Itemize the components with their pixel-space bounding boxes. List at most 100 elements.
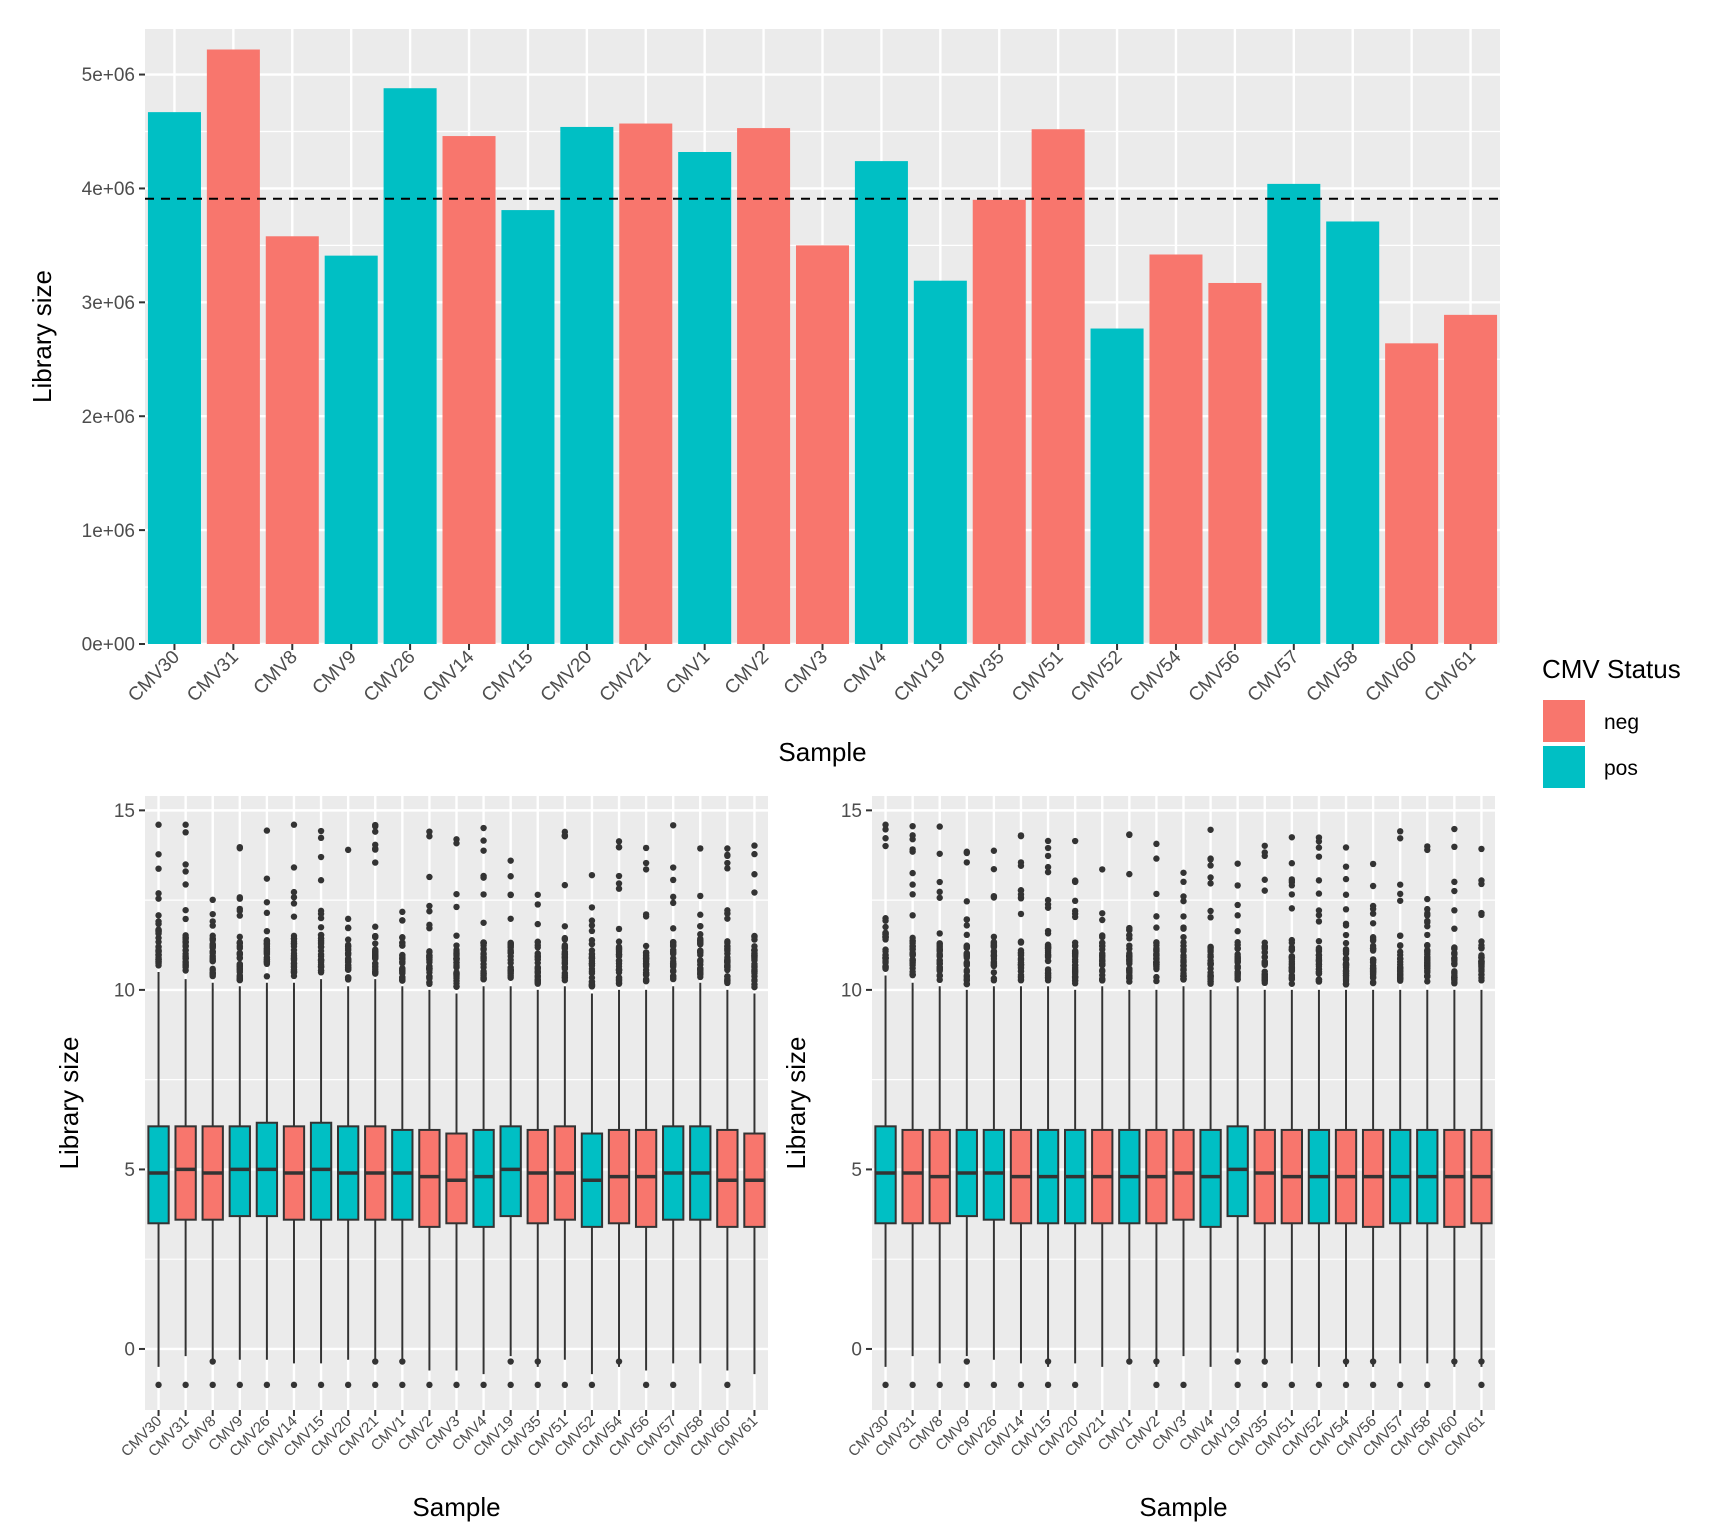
outlier-point	[882, 835, 889, 842]
box-CMV4	[472, 1128, 495, 1228]
bar-CMV52	[1090, 328, 1144, 644]
outlier-point	[290, 966, 298, 973]
outlier-point	[1044, 901, 1052, 908]
outlier-point	[963, 849, 971, 857]
outlier-point	[1315, 907, 1323, 914]
outlier-point	[453, 840, 460, 847]
outlier-point	[453, 983, 460, 990]
x-tick-label: CMV2	[721, 647, 773, 699]
outlier-point	[936, 823, 943, 830]
outlier-point	[615, 946, 623, 954]
outlier-point	[1396, 1381, 1404, 1389]
outlier-point	[990, 894, 998, 901]
outlier-point	[751, 943, 758, 950]
outlier-point	[882, 1381, 889, 1389]
bar-CMV2	[737, 128, 791, 645]
outlier-point	[1234, 976, 1241, 983]
outlier-point	[642, 942, 650, 950]
outlier-point	[1207, 969, 1214, 976]
outlier-point	[1180, 962, 1187, 969]
outlier-point	[209, 970, 216, 977]
outlier-point	[1478, 1358, 1485, 1365]
outlier-point	[936, 888, 943, 896]
outlier-point	[209, 956, 216, 963]
x-tick-label: CMV61	[1420, 647, 1480, 707]
outlier-point	[1153, 945, 1160, 952]
outlier-point	[615, 938, 623, 945]
outlier-point	[534, 901, 541, 908]
outlier-point	[1234, 951, 1241, 958]
outlier-point	[1017, 938, 1025, 945]
outlier-point	[1071, 897, 1079, 905]
outlier-point	[724, 865, 731, 872]
outlier-point	[1207, 880, 1214, 887]
outlier-point	[290, 1381, 298, 1389]
outlier-point	[561, 945, 569, 952]
box-CMV19	[1226, 1125, 1249, 1218]
outlier-point	[1071, 878, 1079, 885]
box-CMV30	[147, 1125, 170, 1225]
outlier-point	[1099, 866, 1106, 873]
outlier-point	[182, 861, 189, 868]
outlier-point	[561, 832, 569, 839]
outlier-point	[372, 932, 379, 940]
outlier-point	[426, 908, 433, 915]
outlier-point	[1424, 923, 1431, 930]
outlier-point	[182, 932, 189, 939]
outlier-point	[1424, 954, 1431, 962]
outlier-point	[1180, 939, 1187, 946]
outlier-point	[1261, 887, 1268, 894]
outlier-point	[155, 946, 162, 954]
outlier-point	[642, 955, 650, 962]
outlier-point	[1315, 1381, 1323, 1389]
x-tick-label: CMV51	[1008, 647, 1068, 707]
x-tick-label: CMV35	[949, 647, 1009, 707]
outlier-point	[1126, 924, 1133, 932]
outlier-point	[882, 933, 889, 941]
y-tick-label: 3e+06	[82, 293, 135, 314]
outlier-point	[480, 874, 487, 881]
outlier-point	[724, 978, 731, 986]
outlier-point	[1315, 918, 1323, 925]
outlier-point	[290, 888, 298, 896]
outlier-point	[669, 968, 677, 975]
outlier-point	[1315, 911, 1323, 919]
outlier-point	[1396, 942, 1404, 949]
outlier-point	[236, 907, 244, 915]
y-tick-label: 15	[841, 801, 862, 822]
x-tick-label: CMV8	[250, 647, 302, 699]
outlier-point	[344, 846, 352, 854]
x-tick-label: CMV1	[662, 647, 714, 699]
x-axis-title: Sample	[412, 1492, 500, 1522]
y-tick-label: 15	[114, 801, 135, 822]
outlier-point	[1261, 1381, 1268, 1389]
outlier-point	[1342, 1358, 1350, 1365]
outlier-point	[588, 1381, 596, 1389]
outlier-point	[372, 923, 379, 930]
box-CMV31	[901, 1128, 924, 1225]
outlier-point	[372, 859, 379, 866]
outlier-point	[1071, 947, 1079, 955]
outlier-point	[909, 891, 916, 898]
outlier-point	[1234, 945, 1241, 952]
outlier-point	[990, 865, 998, 873]
box-CMV56	[634, 1128, 658, 1228]
outlier-point	[1071, 837, 1079, 845]
outlier-point	[155, 865, 162, 872]
outlier-point	[1424, 917, 1431, 925]
outlier-point	[182, 915, 189, 923]
outlier-point	[534, 969, 541, 977]
outlier-point	[453, 961, 460, 969]
outlier-point	[561, 923, 569, 930]
outlier-point	[1288, 974, 1296, 982]
x-tick-label: CMV56	[1185, 647, 1245, 707]
outlier-point	[1261, 968, 1268, 975]
outlier-point	[263, 927, 271, 935]
outlier-point	[1207, 862, 1214, 869]
outlier-point	[344, 945, 352, 952]
outlier-point	[155, 934, 162, 942]
bar-CMV56	[1208, 282, 1262, 644]
outlier-point	[669, 876, 677, 884]
outlier-point	[1207, 960, 1214, 968]
